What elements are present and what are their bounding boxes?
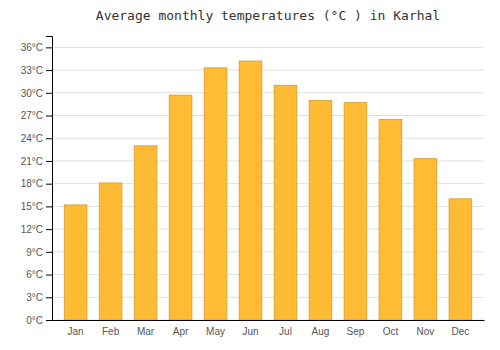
y-tick: 12°C	[21, 224, 52, 235]
x-tick: Jun	[242, 320, 258, 337]
bar	[99, 183, 122, 320]
y-tick-label: 27°C	[21, 110, 43, 121]
title: Average monthly temperatures (°C ) in Ka…	[96, 8, 440, 23]
y-tick-mark	[46, 252, 52, 253]
x-tick-label: May	[206, 326, 225, 337]
y-tick-mark	[46, 70, 52, 71]
y-tick-label: 33°C	[21, 65, 43, 76]
bar	[344, 103, 367, 320]
bar	[449, 199, 472, 320]
x-tick: Apr	[173, 320, 189, 337]
x-tick: Aug	[312, 320, 330, 337]
x-tick-label: Dec	[451, 326, 469, 337]
y-tick: 27°C	[21, 110, 52, 121]
y-axis: 0°C 3°C 6°C 9°C 12°C 15°C 18°C 21°C 24°C 27°C 30°C…	[21, 37, 53, 326]
y-tick-label: 15°C	[21, 201, 43, 212]
x-tick: Mar	[137, 320, 155, 337]
y-tick-mark	[46, 206, 52, 207]
y-tick-label: 36°C	[21, 42, 43, 53]
x-tick: Nov	[417, 320, 435, 337]
y-tick: 9°C	[26, 247, 52, 258]
y-axis-line	[46, 37, 53, 321]
y-tick-label: 6°C	[26, 269, 43, 280]
x-tick-label: Aug	[312, 326, 330, 337]
grid-line	[52, 92, 484, 93]
y-tick-mark	[46, 161, 52, 162]
y-tick-label: 30°C	[21, 88, 43, 99]
x-tick-label: Sep	[347, 326, 365, 337]
bar	[169, 95, 192, 320]
x-tick: Feb	[102, 320, 120, 337]
bar	[379, 119, 402, 320]
y-tick-label: 18°C	[21, 178, 43, 189]
x-tick-label: Jul	[279, 326, 292, 337]
x-tick-label: Jun	[242, 326, 258, 337]
y-tick: 33°C	[21, 65, 52, 76]
bar	[414, 159, 437, 320]
y-tick-label: 21°C	[21, 156, 43, 167]
grid	[52, 47, 484, 320]
chart: 0°C 3°C 6°C 9°C 12°C 15°C 18°C 21°C 24°C 27°C 30°C…	[0, 0, 500, 350]
bar	[239, 61, 262, 320]
x-tick-label: Oct	[383, 326, 399, 337]
plot-area	[64, 61, 472, 320]
x-tick: Sep	[347, 320, 365, 337]
y-tick-mark	[46, 116, 52, 117]
x-tick-label: Feb	[102, 326, 120, 337]
y-tick-mark	[46, 93, 52, 94]
y-tick-label: 3°C	[26, 292, 43, 303]
x-tick-label: Jan	[68, 326, 84, 337]
grid-line	[52, 47, 484, 48]
grid-line	[52, 138, 484, 139]
y-tick-label: 12°C	[21, 224, 43, 235]
y-tick-mark	[46, 138, 52, 139]
grid-line	[52, 115, 484, 116]
y-tick-label: 24°C	[21, 133, 43, 144]
y-tick-mark	[46, 320, 52, 321]
y-tick-mark	[46, 184, 52, 185]
x-tick: Oct	[383, 320, 399, 337]
y-tick-mark	[46, 275, 52, 276]
y-tick-label: 9°C	[26, 247, 43, 258]
x-tick: Jan	[68, 320, 84, 337]
y-tick: 3°C	[26, 292, 52, 303]
x-axis-line	[53, 320, 485, 321]
x-tick-label: Nov	[417, 326, 435, 337]
y-tick: 24°C	[21, 133, 52, 144]
y-tick-mark	[46, 229, 52, 230]
y-tick: 18°C	[21, 178, 52, 189]
x-tick: May	[206, 320, 225, 337]
x-axis: Jan Feb Mar Apr May Jun Jul Aug Sep Oct Nov Dec	[53, 320, 485, 337]
y-tick: 0°C	[26, 315, 52, 326]
x-tick: Jul	[279, 320, 292, 337]
bar	[64, 205, 87, 320]
bar	[274, 85, 297, 320]
y-tick: 30°C	[21, 88, 52, 99]
bar	[204, 68, 227, 320]
y-tick-mark	[46, 47, 52, 48]
y-tick: 21°C	[21, 156, 52, 167]
x-tick-label: Mar	[137, 326, 155, 337]
x-tick: Dec	[451, 320, 469, 337]
grid-line	[52, 70, 484, 71]
y-tick: 36°C	[21, 42, 52, 53]
y-tick: 15°C	[21, 201, 52, 212]
bar	[309, 100, 332, 320]
bar	[134, 146, 157, 320]
y-tick: 6°C	[26, 269, 52, 280]
x-tick-label: Apr	[173, 326, 189, 337]
y-tick-label: 0°C	[26, 315, 43, 326]
y-tick-mark	[46, 297, 52, 298]
